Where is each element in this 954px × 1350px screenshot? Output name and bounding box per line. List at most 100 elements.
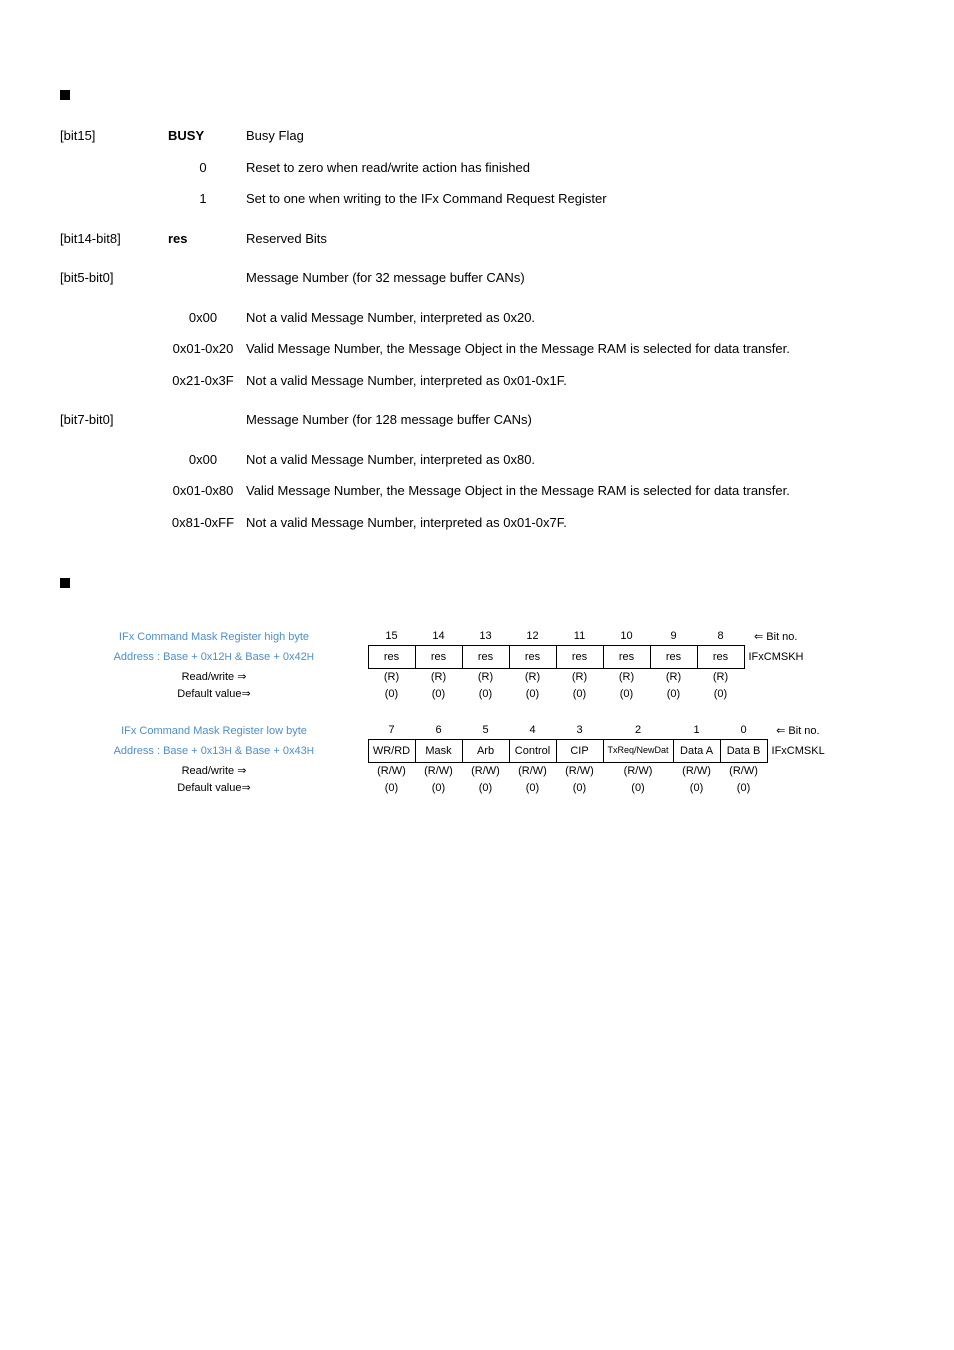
default-cell: (0) bbox=[556, 685, 603, 702]
reg-low-addr: Address : Base + 0x13H & Base + 0x43H bbox=[60, 739, 368, 762]
bit-num: 6 bbox=[415, 722, 462, 739]
bit-cell: res bbox=[509, 645, 556, 668]
bit-num: 4 bbox=[509, 722, 556, 739]
bit-cell: TxReq/NewDat bbox=[603, 739, 673, 762]
bit-num: 9 bbox=[650, 628, 697, 645]
section-marker-2 bbox=[60, 578, 70, 588]
bit-description: Valid Message Number, the Message Object… bbox=[246, 475, 894, 507]
default-label: Default value⇒ bbox=[60, 685, 368, 702]
bit-description: Busy Flag bbox=[246, 120, 894, 152]
rw-cell: (R) bbox=[556, 668, 603, 685]
bit-value: 0 bbox=[168, 152, 246, 184]
default-cell: (0) bbox=[368, 779, 415, 796]
bit-cell: WR/RD bbox=[368, 739, 415, 762]
bit-num: 5 bbox=[462, 722, 509, 739]
bit-value: 0x01-0x20 bbox=[168, 333, 246, 365]
rw-cell: (R) bbox=[509, 668, 556, 685]
bit-range bbox=[60, 333, 168, 365]
bit-num: 8 bbox=[697, 628, 744, 645]
reg-low-name: IFxCMSKL bbox=[767, 739, 829, 762]
bit-description: Message Number (for 128 message buffer C… bbox=[246, 404, 894, 436]
bit-range bbox=[60, 475, 168, 507]
bit-description: Reset to zero when read/write action has… bbox=[246, 152, 894, 184]
bit-description: Not a valid Message Number, interpreted … bbox=[246, 302, 894, 334]
bit-num: 15 bbox=[368, 628, 415, 645]
bit-cell: Mask bbox=[415, 739, 462, 762]
bit-cell: res bbox=[368, 645, 415, 668]
reg-high-addr: Address : Base + 0x12H & Base + 0x42H bbox=[60, 645, 368, 668]
bit-value: 0x81-0xFF bbox=[168, 507, 246, 539]
bit-cell: Arb bbox=[462, 739, 509, 762]
reg-high-table: IFx Command Mask Register high byte 15 1… bbox=[60, 628, 808, 702]
bit-description: Not a valid Message Number, interpreted … bbox=[246, 507, 894, 539]
bit-cell: res bbox=[603, 645, 650, 668]
reg-low-table: IFx Command Mask Register low byte 7 6 5… bbox=[60, 722, 829, 796]
bit-value: 0x21-0x3F bbox=[168, 365, 246, 397]
bit-cell: Data B bbox=[720, 739, 767, 762]
bitno-label: ⇐ Bit no. bbox=[767, 722, 829, 739]
default-cell: (0) bbox=[650, 685, 697, 702]
rw-cell: (R/W) bbox=[556, 762, 603, 779]
bit-range: [bit15] bbox=[60, 120, 168, 152]
rw-cell: (R) bbox=[697, 668, 744, 685]
bit-num: 10 bbox=[603, 628, 650, 645]
rw-cell: (R) bbox=[650, 668, 697, 685]
bit-cell: res bbox=[697, 645, 744, 668]
bit-num: 3 bbox=[556, 722, 603, 739]
bit-definition-table: [bit15]BUSYBusy Flag0Reset to zero when … bbox=[60, 120, 894, 538]
bit-range: [bit7-bit0] bbox=[60, 404, 168, 436]
default-cell: (0) bbox=[509, 779, 556, 796]
bit-cell: res bbox=[650, 645, 697, 668]
rw-cell: (R/W) bbox=[462, 762, 509, 779]
reg-high-title: IFx Command Mask Register high byte bbox=[60, 628, 368, 645]
bitno-label: ⇐ Bit no. bbox=[744, 628, 808, 645]
rw-cell: (R/W) bbox=[603, 762, 673, 779]
default-cell: (0) bbox=[415, 779, 462, 796]
default-label: Default value⇒ bbox=[60, 779, 368, 796]
default-cell: (0) bbox=[603, 685, 650, 702]
bit-num: 11 bbox=[556, 628, 603, 645]
bit-num: 14 bbox=[415, 628, 462, 645]
default-cell: (0) bbox=[509, 685, 556, 702]
bit-cell: res bbox=[556, 645, 603, 668]
default-cell: (0) bbox=[462, 685, 509, 702]
bit-value bbox=[168, 262, 246, 294]
default-cell: (0) bbox=[720, 779, 767, 796]
rw-cell: (R) bbox=[368, 668, 415, 685]
default-cell: (0) bbox=[556, 779, 603, 796]
bit-range: [bit5-bit0] bbox=[60, 262, 168, 294]
rw-cell: (R) bbox=[415, 668, 462, 685]
bit-range bbox=[60, 183, 168, 215]
bit-description: Set to one when writing to the IFx Comma… bbox=[246, 183, 894, 215]
default-cell: (0) bbox=[368, 685, 415, 702]
rw-cell: (R/W) bbox=[415, 762, 462, 779]
rw-cell: (R/W) bbox=[509, 762, 556, 779]
bit-cell: Data A bbox=[673, 739, 720, 762]
rw-cell: (R/W) bbox=[368, 762, 415, 779]
reg-low-title: IFx Command Mask Register low byte bbox=[60, 722, 368, 739]
rw-cell: (R) bbox=[603, 668, 650, 685]
bit-cell: res bbox=[415, 645, 462, 668]
bit-value: 0x00 bbox=[168, 444, 246, 476]
bit-range bbox=[60, 302, 168, 334]
bit-value: BUSY bbox=[168, 120, 246, 152]
bit-num: 2 bbox=[603, 722, 673, 739]
register-high-section: IFx Command Mask Register high byte 15 1… bbox=[60, 628, 894, 796]
bit-value: 1 bbox=[168, 183, 246, 215]
bit-description: Message Number (for 32 message buffer CA… bbox=[246, 262, 894, 294]
bit-value: 0x01-0x80 bbox=[168, 475, 246, 507]
bit-cell: res bbox=[462, 645, 509, 668]
bit-num: 7 bbox=[368, 722, 415, 739]
default-cell: (0) bbox=[673, 779, 720, 796]
bit-description: Valid Message Number, the Message Object… bbox=[246, 333, 894, 365]
rw-cell: (R) bbox=[462, 668, 509, 685]
default-cell: (0) bbox=[603, 779, 673, 796]
bit-value: res bbox=[168, 223, 246, 255]
bit-cell: CIP bbox=[556, 739, 603, 762]
bit-description: Reserved Bits bbox=[246, 223, 894, 255]
bit-num: 13 bbox=[462, 628, 509, 645]
bit-description: Not a valid Message Number, interpreted … bbox=[246, 444, 894, 476]
rw-label: Read/write ⇒ bbox=[60, 762, 368, 779]
bit-range bbox=[60, 152, 168, 184]
bit-num: 12 bbox=[509, 628, 556, 645]
